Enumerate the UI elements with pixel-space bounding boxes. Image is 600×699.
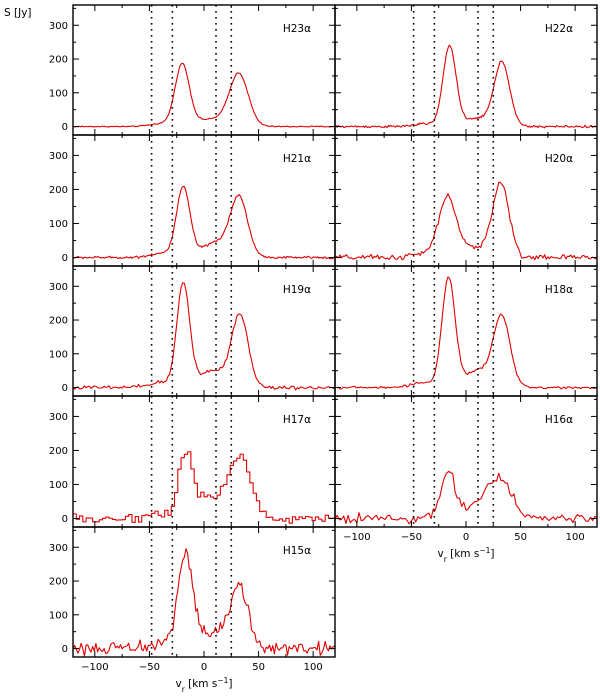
panel-frame [72,526,336,658]
y-tick-label: 300 [49,543,68,554]
panel-title: H23α [283,23,311,35]
x-tick-label: −100 [343,532,370,543]
panel-H16α: −100 −50 0 50 100 vr [km s−1] H16α [334,395,598,564]
x-axis-label: vr [km s−1] [437,546,494,564]
y-axis-label: S [Jy] [4,7,32,19]
panel-title: H21α [283,153,311,165]
panel-H21α: 0 100 200 300 H21α [49,134,336,267]
y-tick-label: 300 [49,151,68,162]
y-tick-label: 200 [49,55,68,66]
y-tick-label: 0 [62,122,68,133]
y-tick-label: 0 [62,383,68,394]
spectrum-line-H19α [73,282,335,391]
spectrum-line-H16α [335,470,597,525]
y-tick-label: 0 [62,644,68,655]
y-tick-label: 100 [49,219,68,230]
y-tick-label: 200 [49,185,68,196]
spectrum-line-H23α [73,62,335,128]
panel-frame [334,395,598,528]
y-tick-label: 0 [62,253,68,264]
x-tick-label: 100 [304,662,323,673]
y-tick-label: 200 [49,577,68,588]
x-tick-label: −50 [139,662,160,673]
spectrum-line-H17α [73,451,335,524]
spectrum-line-H21α [73,185,335,260]
panel-H17α: 0 100 200 300 H17α [49,395,336,528]
y-tick-label: 100 [49,349,68,360]
panel-title: H16α [545,414,573,426]
panel-H20α: H20α [334,134,598,267]
y-tick-label: 0 [62,514,68,525]
panel-H18α: H18α [334,265,598,397]
y-tick-label: 200 [49,316,68,327]
panel-title: H19α [283,284,311,296]
x-tick-label: 50 [514,532,527,543]
spectrum-line-H20α [335,181,597,261]
panel-title: H17α [283,414,311,426]
x-tick-label: 0 [463,532,469,543]
panel-H15α: 0 100 200 300 −100 −50 0 50 100 vr [km s−1] H15α [49,526,336,694]
spectrum-line-H18α [335,276,597,390]
spectrum-line-H15α [73,548,335,657]
y-tick-label: 100 [49,610,68,621]
x-tick-label: 50 [252,662,265,673]
y-tick-label: 300 [49,21,68,32]
y-tick-label: 300 [49,412,68,423]
x-tick-label: 100 [566,532,585,543]
spectrum-line-H22α [335,44,597,129]
panel-title: H20α [545,153,573,165]
y-tick-label: 100 [49,480,68,491]
panel-H22α: H22α [334,4,598,136]
panel-H23α: 0 100 200 300 H23α [49,4,336,136]
panel-H19α: 0 100 200 300 H19α [49,265,336,397]
x-axis-label: vr [km s−1] [175,676,232,694]
panel-title: H22α [545,23,573,35]
panel-group: 0 100 200 300 H23α H22α 0 100 200 300 H21α H20α 0 100… [49,4,598,694]
panel-title: H15α [283,545,311,557]
x-tick-label: −100 [81,662,108,673]
y-tick-label: 300 [49,282,68,293]
y-tick-label: 100 [49,88,68,99]
panel-title: H18α [545,284,573,296]
x-tick-label: −50 [401,532,422,543]
y-tick-label: 200 [49,446,68,457]
x-tick-label: 0 [201,662,207,673]
